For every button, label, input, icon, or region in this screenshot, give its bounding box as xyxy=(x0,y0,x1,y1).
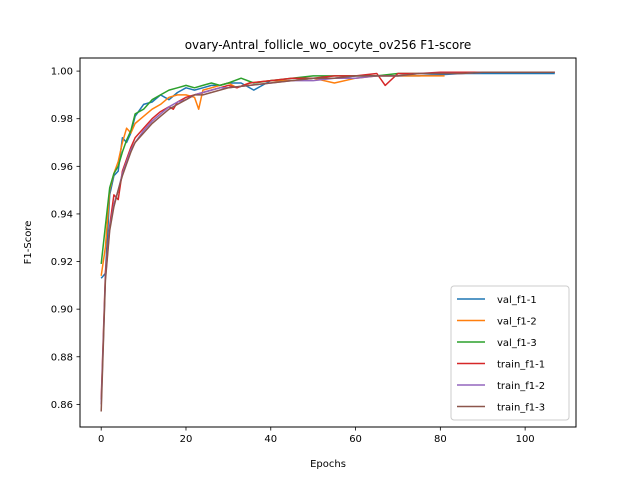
legend-label-val_f1-3: val_f1-3 xyxy=(497,338,537,349)
y-tick-label: 0.86 xyxy=(51,400,73,411)
y-tick-label: 0.88 xyxy=(51,352,73,363)
y-axis-label: F1-Score xyxy=(23,221,34,265)
series-lines xyxy=(100,71,555,412)
legend-box xyxy=(450,285,570,421)
legend-label-train_f1-3: train_f1-3 xyxy=(497,403,545,414)
y-tick-label: 0.90 xyxy=(51,305,73,316)
y-axis-ticks: 0.86 0.88 0.90 0.92 0.94 0.96 0.98 1.00 xyxy=(51,67,80,411)
legend: val_f1-1 val_f1-2 val_f1-3 train_f1-1 train_… xyxy=(450,285,570,421)
series-line-val_f1-2 xyxy=(100,75,445,276)
x-tick-label: 20 xyxy=(180,434,193,445)
x-tick-label: 0 xyxy=(98,434,104,445)
x-tick-label: 100 xyxy=(516,434,535,445)
y-tick-label: 0.98 xyxy=(51,114,73,125)
x-tick-label: 80 xyxy=(434,434,447,445)
legend-label-val_f1-1: val_f1-1 xyxy=(497,295,537,306)
x-tick-label: 40 xyxy=(264,434,277,445)
y-tick-label: 0.92 xyxy=(51,257,73,268)
series-line-train_f1-3 xyxy=(100,71,555,412)
chart-title: ovary-Antral_follicle_wo_oocyte_ov256 F1… xyxy=(185,38,472,52)
series-line-val_f1-3 xyxy=(100,72,420,264)
y-tick-label: 0.94 xyxy=(51,209,73,220)
x-tick-label: 60 xyxy=(349,434,362,445)
legend-label-train_f1-2: train_f1-2 xyxy=(497,381,545,392)
y-tick-label: 1.00 xyxy=(51,67,73,78)
y-tick-label: 0.96 xyxy=(51,162,73,173)
x-axis-label: Epochs xyxy=(310,459,346,470)
legend-label-train_f1-1: train_f1-1 xyxy=(497,360,545,371)
x-axis-ticks: 0 20 40 60 80 100 xyxy=(98,427,535,445)
legend-label-val_f1-2: val_f1-2 xyxy=(497,317,537,328)
plot-frame xyxy=(79,57,577,428)
